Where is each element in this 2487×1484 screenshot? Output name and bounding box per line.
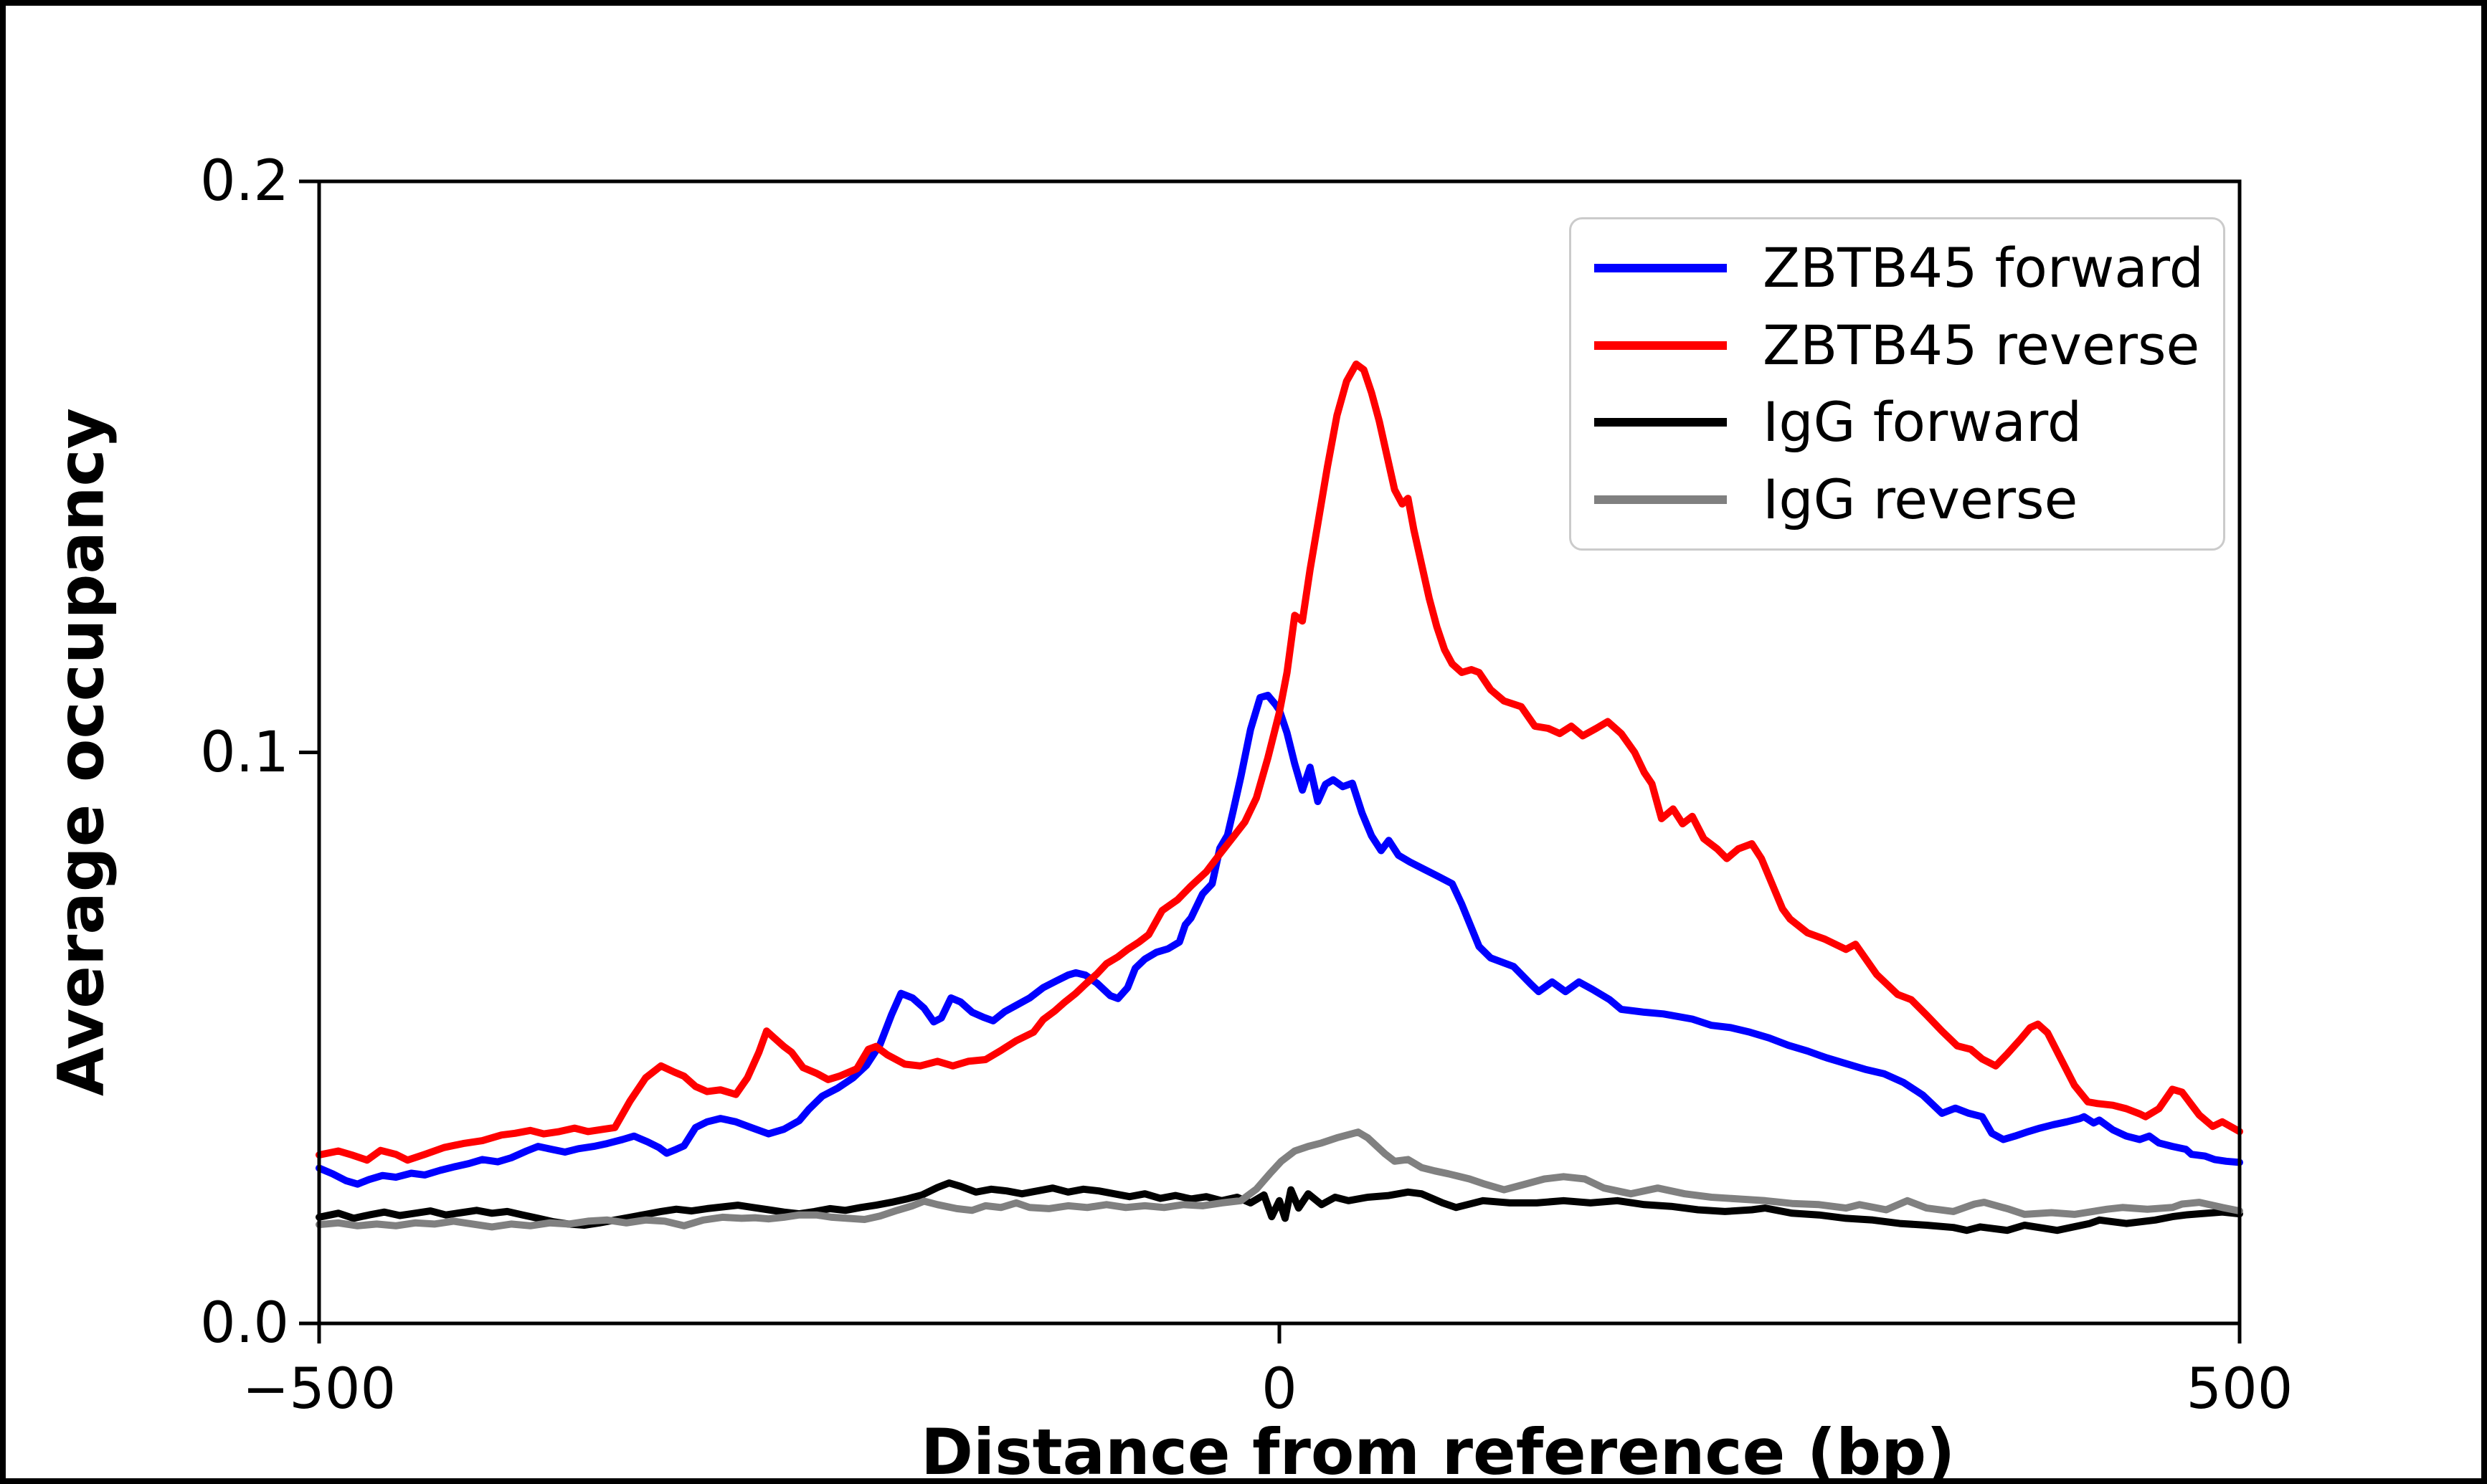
x-axis-label: Distance from reference (bp) — [921, 1415, 1956, 1484]
legend-item-label: ZBTB45 forward — [1763, 235, 2204, 300]
legend-line-swatch — [1594, 495, 1727, 505]
legend-line-swatch — [1594, 418, 1727, 427]
y-tick-label: 0.2 — [199, 149, 289, 214]
x-tick-label: −500 — [242, 1357, 397, 1422]
x-tick-label: 0 — [1261, 1357, 1297, 1422]
y-tick-label: 0.0 — [199, 1291, 289, 1356]
legend-item: ZBTB45 reverse — [1571, 307, 2223, 384]
legend-item: IgG forward — [1571, 384, 2223, 462]
legend-line-swatch — [1594, 341, 1727, 350]
plot-area — [299, 179, 2243, 1343]
legend-item-label: ZBTB45 reverse — [1763, 313, 2200, 377]
legend-item-label: IgG forward — [1763, 390, 2083, 455]
x-tick-label: 500 — [2186, 1357, 2293, 1422]
legend-line-swatch — [1594, 263, 1727, 272]
legend: ZBTB45 forward ZBTB45 reverse IgG forward I… — [1569, 217, 2225, 551]
y-tick-label: 0.1 — [199, 720, 289, 785]
series-line-3 — [316, 1128, 2243, 1231]
series-line-0 — [316, 691, 2243, 1188]
legend-item-label: IgG reverse — [1763, 467, 2078, 532]
plot-frame — [317, 179, 2242, 1326]
series-line-1 — [316, 360, 2243, 1164]
legend-item: ZBTB45 forward — [1571, 229, 2223, 307]
legend-item: IgG reverse — [1571, 461, 2223, 538]
